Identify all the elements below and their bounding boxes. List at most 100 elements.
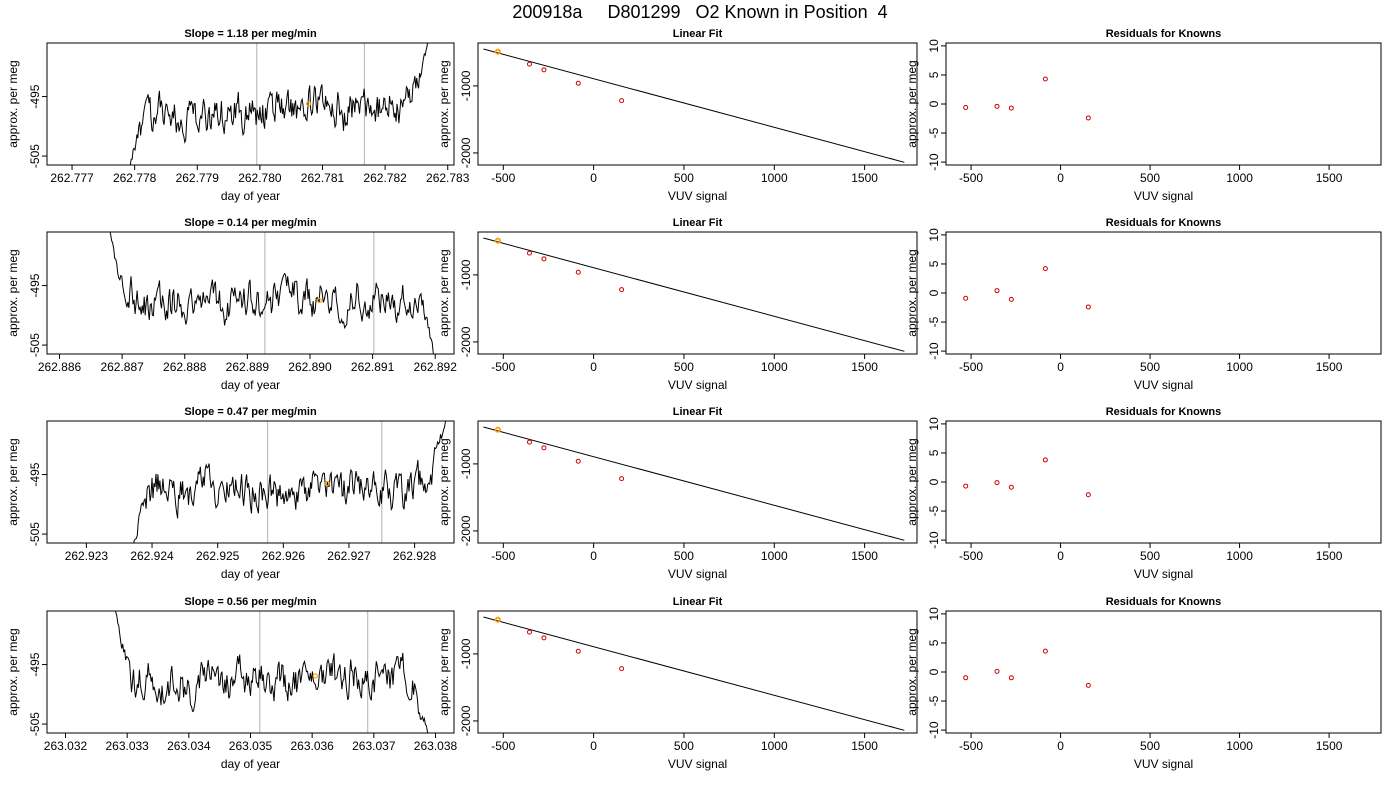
x-tick-label: 500 xyxy=(1140,549,1160,563)
x-tick-label: 1000 xyxy=(761,360,788,374)
x-tick-label: 262.888 xyxy=(163,360,207,374)
y-tick-label: -1000 xyxy=(459,448,473,479)
plot-frame xyxy=(945,42,1382,166)
marker-point xyxy=(324,480,330,487)
known-data-point xyxy=(1008,675,1014,681)
panel-1-1: Slope = 1.18 per meg/min 262.777 262.778 26… xyxy=(6,28,470,203)
known-data-point xyxy=(541,256,547,262)
known-data-point xyxy=(1042,457,1048,463)
plot-frame xyxy=(945,420,1382,544)
plot-area xyxy=(129,43,429,165)
y-axis-label: approx. per meg xyxy=(437,60,451,147)
panel-title: Residuals for Knowns xyxy=(1106,217,1222,229)
panel-title: Slope = 1.18 per meg/min xyxy=(184,28,317,40)
y-tick-label: -5 xyxy=(927,695,941,706)
x-tick-label: 1000 xyxy=(761,739,788,753)
x-tick-label: 1500 xyxy=(851,739,878,753)
x-tick-label: -500 xyxy=(491,360,515,374)
known-data-point xyxy=(526,250,532,256)
x-tick-label: -500 xyxy=(959,739,983,753)
known-data-point xyxy=(619,476,625,482)
known-data-point xyxy=(994,668,1000,674)
known-data-point xyxy=(994,480,1000,486)
panel-3-3: Residuals for Knowns -500 0 500 1000 1500 -10 -… xyxy=(905,406,1382,581)
plot-frame xyxy=(46,610,455,734)
x-tick-label: 262.886 xyxy=(38,360,82,374)
x-tick-label: 1500 xyxy=(851,360,878,374)
data-trace-line xyxy=(109,232,434,354)
x-tick-label: 263.033 xyxy=(105,739,149,753)
known-data-point xyxy=(575,80,581,86)
known-data-point xyxy=(619,98,625,104)
x-axis-label: VUV signal xyxy=(668,757,727,771)
known-data-point xyxy=(963,295,969,301)
y-axis-label: approx. per meg xyxy=(437,249,451,336)
y-axis-label: approx. per meg xyxy=(437,628,451,715)
x-tick-label: 262.782 xyxy=(363,171,407,185)
panel-title: Residuals for Knowns xyxy=(1106,596,1222,608)
panel-4-3: Residuals for Knowns -500 0 500 1000 1500 -10 -… xyxy=(905,596,1382,771)
y-axis-label: approx. per meg xyxy=(905,438,919,525)
marker-point xyxy=(306,101,312,107)
x-tick-label: 262.783 xyxy=(426,171,470,185)
x-axis-label: day of year xyxy=(221,567,280,581)
y-tick-label: -505 xyxy=(28,522,42,546)
x-tick-label: 500 xyxy=(1140,739,1160,753)
y-tick-label: 0 xyxy=(927,478,941,485)
known-data-point xyxy=(963,104,969,110)
panel-4-2: Linear Fit -500 0 500 1000 1500 -1000 -2000 VUV … xyxy=(437,596,918,771)
x-tick-label: 500 xyxy=(674,171,694,185)
x-tick-label: 262.928 xyxy=(393,549,437,563)
x-tick-label: 262.925 xyxy=(196,549,240,563)
y-tick-label: 10 xyxy=(927,607,941,621)
plot-area xyxy=(963,266,1091,310)
data-trace-line xyxy=(129,43,429,165)
y-tick-label: -495 xyxy=(28,462,42,486)
x-tick-label: 0 xyxy=(590,171,597,185)
known-data-point xyxy=(619,287,625,293)
data-trace-line xyxy=(114,611,429,733)
x-tick-label: 262.923 xyxy=(65,549,109,563)
fit-line xyxy=(483,616,905,731)
y-tick-label: 5 xyxy=(927,71,941,78)
y-tick-label: 10 xyxy=(927,39,941,53)
x-axis-label: VUV signal xyxy=(1134,757,1193,771)
y-tick-label: -10 xyxy=(927,153,941,171)
x-tick-label: 1500 xyxy=(1316,360,1343,374)
y-tick-label: -505 xyxy=(28,712,42,736)
plot-area xyxy=(963,457,1091,498)
x-tick-label: 262.777 xyxy=(50,171,94,185)
panel-title: Slope = 0.56 per meg/min xyxy=(184,596,317,608)
x-axis-label: VUV signal xyxy=(1134,378,1193,392)
x-tick-label: 0 xyxy=(590,549,597,563)
x-tick-label: -500 xyxy=(491,171,515,185)
x-tick-label: 262.780 xyxy=(238,171,282,185)
x-tick-label: 262.891 xyxy=(351,360,395,374)
panel-title: Linear Fit xyxy=(673,596,723,608)
x-axis-label: day of year xyxy=(221,378,280,392)
known-data-point xyxy=(994,288,1000,294)
x-tick-label: -500 xyxy=(959,549,983,563)
x-tick-label: 1000 xyxy=(1226,739,1253,753)
y-tick-label: -1000 xyxy=(459,259,473,290)
plot-area xyxy=(963,648,1091,688)
plot-area xyxy=(483,616,905,731)
y-axis-label: approx. per meg xyxy=(6,249,20,336)
x-tick-label: 262.924 xyxy=(130,549,174,563)
x-tick-label: -500 xyxy=(959,360,983,374)
y-tick-label: -5 xyxy=(927,505,941,516)
marker-point xyxy=(316,297,322,304)
panel-title: Slope = 0.14 per meg/min xyxy=(184,217,317,229)
panel-title: Residuals for Knowns xyxy=(1106,406,1222,418)
panel-3-1: Slope = 0.47 per meg/min 262.923 262.924 26… xyxy=(6,406,455,581)
known-data-point xyxy=(526,629,532,635)
known-data-point xyxy=(575,458,581,464)
x-tick-label: 263.035 xyxy=(229,739,273,753)
panel-2-1: Slope = 0.14 per meg/min 262.886 262.887 26… xyxy=(6,217,457,392)
x-tick-label: 1000 xyxy=(761,549,788,563)
x-tick-label: 262.779 xyxy=(176,171,220,185)
data-trace-line xyxy=(133,421,447,543)
y-tick-label: -505 xyxy=(28,333,42,357)
plot-frame xyxy=(945,610,1382,734)
x-tick-label: 262.781 xyxy=(301,171,345,185)
